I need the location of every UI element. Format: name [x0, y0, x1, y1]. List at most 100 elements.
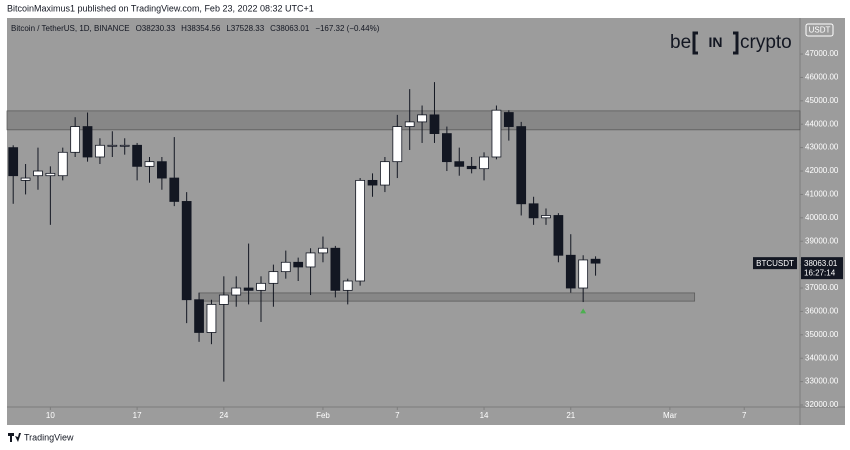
x-tick-label: 17	[133, 411, 142, 420]
candle-body	[417, 114, 427, 123]
brand-icon	[8, 433, 21, 442]
candle-body	[206, 303, 217, 333]
candle-body	[305, 252, 316, 268]
legend-prefix: H	[181, 24, 187, 33]
candle-body	[280, 261, 291, 273]
candle-body	[479, 156, 489, 170]
legend: Bitcoin / TetherUS, 1D, BINANCE O38230.33…	[11, 24, 380, 33]
x-tick-label: Mar	[663, 411, 677, 420]
candle-body	[194, 299, 204, 333]
candle-body	[107, 144, 118, 147]
brand: TradingView	[8, 432, 74, 442]
ticker-label: BTCUSDT	[756, 259, 794, 268]
candles	[8, 82, 601, 382]
marker	[580, 308, 587, 314]
candle-body	[256, 282, 266, 291]
chart-panel	[7, 18, 845, 425]
legend-value: 37528.33	[231, 24, 265, 33]
candle-body	[565, 254, 576, 289]
candle-body	[491, 109, 502, 158]
ticker-badge	[753, 257, 797, 270]
legend-prefix: C	[270, 24, 276, 33]
legend-symbol: Bitcoin / TetherUS, 1D, BINANCE	[11, 24, 130, 33]
candle-body	[45, 172, 56, 177]
candle-body	[590, 258, 601, 264]
candle-body	[95, 144, 105, 158]
candle-body	[132, 144, 142, 167]
watermark-middle: IN	[709, 34, 723, 50]
candle-body	[367, 179, 378, 186]
zone	[6, 110, 801, 131]
x-tick-label: 10	[46, 411, 55, 420]
y-tick-label: 42000.00	[805, 166, 839, 175]
candle-body	[119, 144, 130, 147]
candle-body	[157, 161, 167, 179]
y-tick-label: 41000.00	[805, 190, 839, 199]
candle-body	[466, 165, 477, 170]
legend-line: Bitcoin / TetherUS, 1D, BINANCE O38230.33…	[11, 24, 380, 33]
candle-body	[342, 280, 353, 291]
candle-body	[57, 151, 68, 177]
candle-body	[355, 179, 365, 282]
candle-body	[541, 215, 551, 219]
y-tick-label: 37000.00	[805, 283, 839, 292]
y-tick-label: 46000.00	[805, 73, 839, 82]
candle-body	[268, 271, 279, 284]
legend-value: 38063.01	[276, 24, 310, 33]
candle-body	[528, 203, 539, 219]
candle-body	[33, 170, 43, 177]
watermark: be IN crypto	[670, 31, 792, 55]
y-tick-label: 32000.00	[805, 400, 839, 409]
axes: 32000.00 33000.00 34000.00 35000.00 36000.00…	[46, 49, 843, 420]
candle-body	[82, 126, 93, 158]
legend-value: 38230.33	[142, 24, 176, 33]
y-tick-label: 44000.00	[805, 119, 839, 128]
x-tick-label: 24	[219, 411, 228, 420]
candle-body	[218, 294, 229, 305]
x-tick-label: 14	[480, 411, 489, 420]
x-tick-label: 7	[742, 411, 747, 420]
legend-prefix: O	[136, 24, 142, 33]
y-tick-label: 39000.00	[805, 236, 839, 245]
candle-body	[392, 126, 403, 163]
candle-body	[318, 247, 328, 254]
x-tick-label: 21	[566, 411, 575, 420]
y-tick-label: 45000.00	[805, 96, 839, 105]
y-tick-label: 33000.00	[805, 377, 839, 386]
watermark-bracket	[692, 31, 739, 55]
y-tick-label: 36000.00	[805, 307, 839, 316]
y-tick-label: 47000.00	[805, 49, 839, 58]
x-tick-label: Feb	[316, 411, 330, 420]
candle-body	[169, 177, 180, 202]
publisher-line: BitcoinMaximus1 published on TradingView…	[7, 3, 314, 13]
candle-body	[442, 133, 452, 163]
candle-body	[503, 112, 514, 127]
y-tick-label: 43000.00	[805, 143, 839, 152]
candle-body	[578, 259, 589, 289]
candle-body	[243, 287, 254, 291]
candle-body	[70, 126, 81, 153]
x-tick-label: 7	[395, 411, 400, 420]
legend-prefix: L	[226, 24, 231, 33]
price-label: 38063.01	[804, 259, 838, 268]
currency-label: USDT	[809, 26, 831, 35]
legend-change: −167.32 (−0.44%)	[315, 24, 379, 33]
candle-body	[181, 201, 192, 301]
candle-body	[293, 261, 304, 268]
y-tick-label: 40000.00	[805, 213, 839, 222]
price-badge	[801, 257, 843, 280]
legend-value: 38354.56	[187, 24, 221, 33]
watermark-right: crypto	[740, 32, 792, 53]
candle-body	[429, 114, 440, 134]
candle-body	[553, 215, 564, 256]
y-tick-label: 35000.00	[805, 330, 839, 339]
currency-badge	[805, 23, 834, 37]
y-tick-label: 34000.00	[805, 353, 839, 362]
brand-label: TradingView	[24, 432, 74, 442]
candle-body	[8, 147, 19, 177]
candle-body	[330, 247, 341, 291]
countdown-label: 16:27:14	[804, 268, 836, 277]
candle-body	[404, 121, 415, 127]
